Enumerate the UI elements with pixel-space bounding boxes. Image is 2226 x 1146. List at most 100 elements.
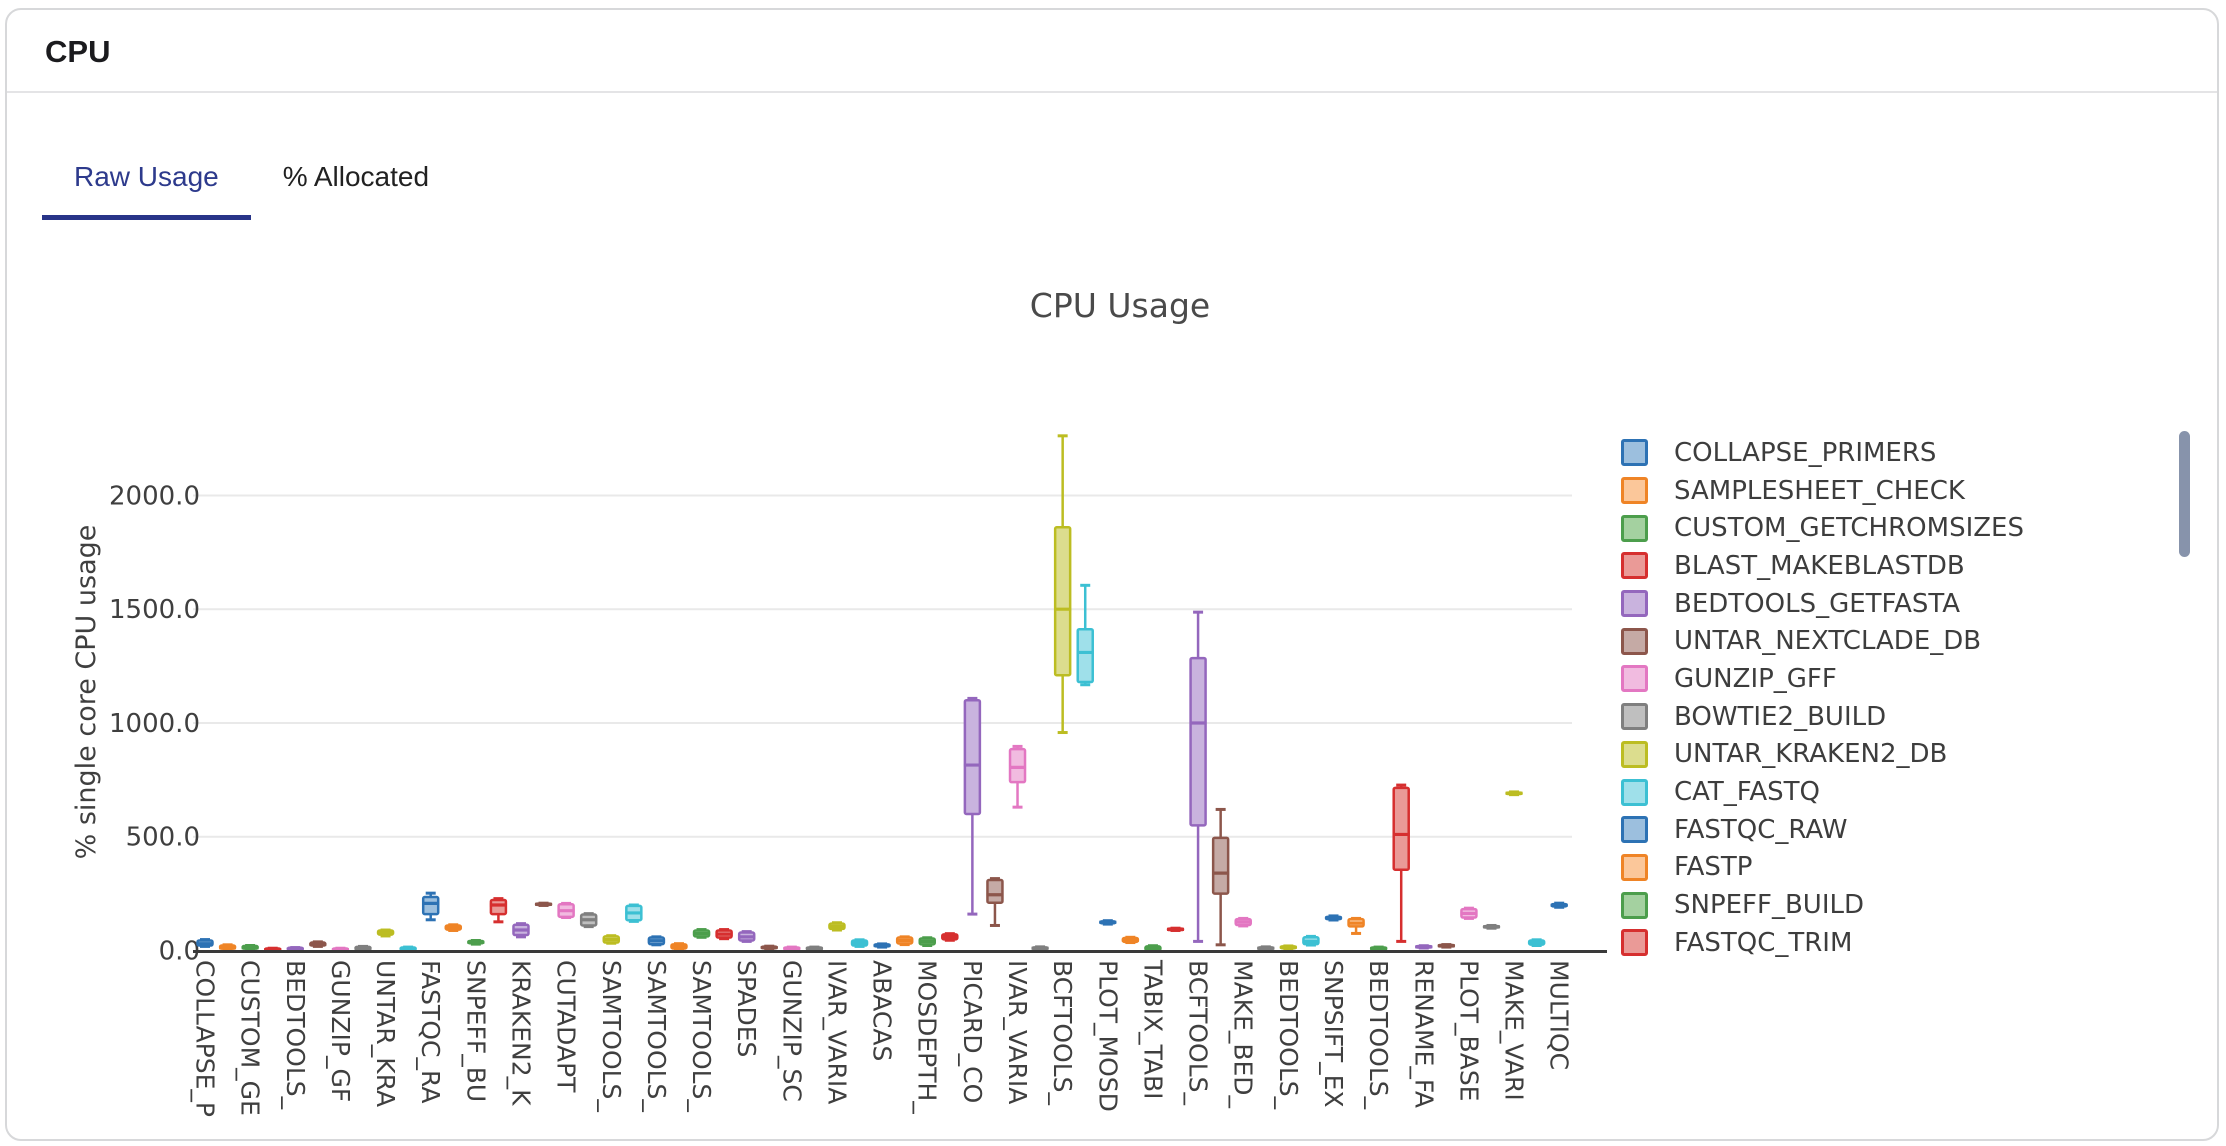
box-plot-item[interactable]: [692, 928, 711, 939]
box-plot-item[interactable]: [1211, 807, 1230, 947]
box-plot-item[interactable]: [1415, 944, 1433, 950]
legend-item[interactable]: FASTQC_RAW: [1621, 811, 2024, 849]
box-plot-item[interactable]: [354, 944, 372, 952]
legend-swatch-icon: [1621, 665, 1648, 693]
box-plot-item[interactable]: [873, 942, 891, 949]
box-plot-item[interactable]: [1166, 926, 1185, 932]
x-tick-label: KRAKEN2_K: [506, 960, 535, 1106]
box-plot-item[interactable]: [1302, 934, 1320, 947]
box-plot-item[interactable]: [1324, 914, 1343, 922]
box-plot-item[interactable]: [557, 901, 575, 920]
y-tick-label: 1500.0: [109, 595, 200, 625]
box-plot-item[interactable]: [850, 938, 869, 948]
box-plot-item[interactable]: [444, 923, 463, 932]
box-plot-item[interactable]: [918, 936, 936, 947]
legend-item-label: UNTAR_NEXTCLADE_DB: [1674, 626, 1982, 657]
tab-percent-allocated[interactable]: % Allocated: [251, 138, 461, 220]
box-plot-item[interactable]: [489, 897, 508, 924]
legend-item[interactable]: BOWTIE2_BUILD: [1621, 698, 2024, 736]
tab-raw-usage[interactable]: Raw Usage: [42, 138, 251, 220]
x-tick-label: SAMTOOLS_: [597, 960, 626, 1112]
box-plot-item[interactable]: [1347, 916, 1365, 935]
box-plot-item[interactable]: [1505, 790, 1523, 797]
box-plot-item[interactable]: [1369, 945, 1388, 952]
box-plot-item[interactable]: [286, 946, 305, 952]
box-plot-item[interactable]: [1234, 916, 1252, 928]
legend-item-label: CUSTOM_GETCHROMSIZES: [1674, 513, 2024, 544]
box-plot-item[interactable]: [376, 928, 395, 938]
box-plot-item[interactable]: [1460, 906, 1478, 920]
box-plot-item[interactable]: [1099, 919, 1117, 926]
box-plot-item[interactable]: [670, 942, 688, 951]
legend-swatch-icon: [1621, 816, 1648, 844]
box-plot-item[interactable]: [647, 935, 666, 947]
x-tick-label: SNPEFF_BU: [461, 960, 490, 1102]
box-plot-item[interactable]: [1144, 944, 1162, 952]
box-series: [196, 434, 1568, 952]
x-tick-label: PLOT_MOSD: [1093, 960, 1122, 1112]
x-tick-label: MAKE_BED_: [1229, 960, 1258, 1109]
legend-scrollbar-thumb[interactable]: [2179, 431, 2190, 557]
legend-item[interactable]: UNTAR_KRAKEN2_DB: [1621, 736, 2024, 774]
box-plot-item[interactable]: [737, 930, 756, 943]
box-plot-item[interactable]: [828, 921, 846, 932]
legend-item-label: BLAST_MAKEBLASTDB: [1674, 550, 1965, 581]
x-tick-label: BEDTOOLS_: [1274, 960, 1303, 1110]
x-tick-label: BEDTOOLS_: [1364, 960, 1393, 1110]
legend-item-label: FASTP: [1674, 852, 1753, 883]
x-tick-label: ABACAS: [868, 960, 897, 1061]
legend-swatch-icon: [1621, 740, 1648, 768]
box-plot-item[interactable]: [1527, 938, 1546, 947]
box-plot-item[interactable]: [1008, 744, 1027, 809]
box-plot-item[interactable]: [760, 944, 778, 951]
box-plot-item[interactable]: [534, 901, 553, 907]
box-plot-item[interactable]: [941, 932, 959, 942]
legend-item[interactable]: FASTQC_TRIM: [1621, 924, 2024, 962]
box-plot-item[interactable]: [1121, 935, 1140, 945]
box-plot-item[interactable]: [1482, 923, 1501, 930]
legend-item[interactable]: COLLAPSE_PRIMERS: [1621, 434, 2024, 472]
box-plot-item[interactable]: [467, 938, 485, 946]
legend-item[interactable]: SAMPLESHEET_CHECK: [1621, 472, 2024, 510]
box-plot-item[interactable]: [1550, 901, 1568, 909]
legend-item[interactable]: SNPEFF_BUILD: [1621, 886, 2024, 924]
legend-item-label: CAT_FASTQ: [1674, 777, 1821, 808]
box-plot-item[interactable]: [579, 912, 598, 929]
box-plot-item[interactable]: [715, 928, 733, 941]
box-plot-item[interactable]: [895, 935, 914, 947]
legend-item[interactable]: CUSTOM_GETCHROMSIZES: [1621, 509, 2024, 547]
x-tick-label: UNTAR_KRA: [371, 960, 400, 1107]
legend-item[interactable]: BLAST_MAKEBLASTDB: [1621, 547, 2024, 585]
box-plot-item[interactable]: [805, 945, 824, 952]
box-plot-item[interactable]: [196, 938, 214, 948]
legend-item[interactable]: CAT_FASTQ: [1621, 773, 2024, 811]
x-tick-label: CUSTOM_GE: [236, 960, 265, 1116]
box-plot-item[interactable]: [1279, 944, 1298, 951]
legend-swatch-icon: [1621, 703, 1648, 731]
box-plot-item[interactable]: [1076, 583, 1094, 687]
box-plot-item[interactable]: [1437, 943, 1456, 949]
y-tick-label: 500.0: [126, 823, 200, 853]
legend-item[interactable]: UNTAR_NEXTCLADE_DB: [1621, 622, 2024, 660]
box-plot-item[interactable]: [783, 945, 801, 952]
box-plot-item[interactable]: [512, 922, 530, 939]
box-plot-item[interactable]: [602, 934, 621, 945]
box-plot-item[interactable]: [241, 943, 259, 951]
box-plot-item[interactable]: [218, 943, 237, 952]
box-plot-item[interactable]: [625, 903, 643, 923]
box-plot-item[interactable]: [1053, 434, 1072, 735]
box-plot-item[interactable]: [399, 945, 417, 952]
box-plot-item[interactable]: [1257, 945, 1275, 951]
legend-swatch-icon: [1621, 590, 1648, 618]
box-plot-item[interactable]: [309, 940, 327, 948]
box-plot-item[interactable]: [1392, 783, 1410, 943]
box-plot-item[interactable]: [421, 891, 440, 922]
box-plot-item[interactable]: [1189, 610, 1207, 943]
legend-item[interactable]: GUNZIP_GFF: [1621, 660, 2024, 698]
box-plot-item[interactable]: [1031, 945, 1049, 951]
box-plot-item[interactable]: [986, 877, 1004, 927]
legend-item[interactable]: BEDTOOLS_GETFASTA: [1621, 585, 2024, 623]
legend-item[interactable]: FASTP: [1621, 849, 2024, 887]
legend-item-label: BEDTOOLS_GETFASTA: [1674, 588, 1961, 619]
box-plot-item[interactable]: [963, 696, 982, 916]
